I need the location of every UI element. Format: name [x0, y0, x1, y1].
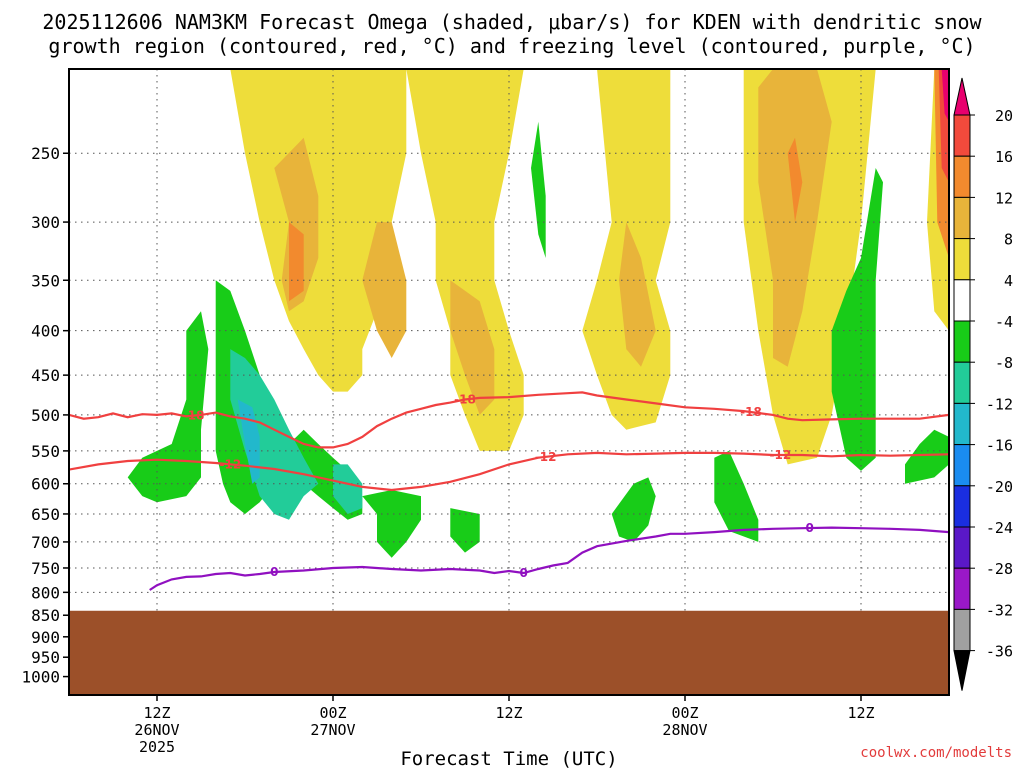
x-tick-label-18-1: 27NOV	[310, 721, 355, 739]
colorbar-label-4: 4	[1004, 272, 1013, 290]
x-tick-label-54-0: 12Z	[847, 704, 874, 722]
y-tick-label-350: 350	[31, 271, 60, 290]
contour-line--18	[69, 391, 949, 449]
colorbar-label--20: -20	[986, 478, 1013, 496]
colorbar-swatch-1	[953, 155, 971, 198]
y-tick-label-800: 800	[31, 583, 60, 602]
colorbar-swatch-12	[953, 608, 971, 652]
colorbar: 20 16 12 8 4 -4 -8 -12 -16 -20 -24 -28 -32 -36	[953, 77, 1013, 691]
colorbar-swatch-3	[953, 238, 971, 281]
contour-label-0-0: 0	[270, 565, 278, 579]
colorbar-label--32: -32	[986, 601, 1013, 619]
colorbar-label--8: -8	[995, 354, 1013, 372]
omega-region-24	[333, 464, 363, 514]
colorbar-swatch-8	[953, 444, 971, 487]
omega-region-14	[127, 311, 209, 503]
temperature-contours: -18 -18 -18 -12 -12 -12 0 0 0	[69, 391, 949, 591]
x-tick-label-6-0: 12Z	[143, 704, 170, 722]
colorbar-label-20: 20	[995, 107, 1013, 125]
y-tick-label-600: 600	[31, 475, 60, 494]
contour-label--18-1: -18	[454, 392, 476, 406]
colorbar-swatch-4	[953, 279, 971, 322]
terrain	[69, 610, 949, 695]
colorbar-swatch-5	[953, 320, 971, 363]
y-tick-label-500: 500	[31, 406, 60, 425]
y-tick-label-950: 950	[31, 648, 60, 667]
y-tick-label-700: 700	[31, 533, 60, 552]
contour-label--12-0: -12	[219, 457, 241, 471]
y-tick-label-250: 250	[31, 144, 60, 163]
y-tick-label-450: 450	[31, 366, 60, 385]
colorbar-swatch-7	[953, 402, 971, 446]
contour-label-0-1: 0	[519, 566, 527, 580]
contour-label--18-0: -18	[183, 409, 205, 423]
y-tick-label-1000: 1000	[21, 668, 60, 687]
colorbar-label--36: -36	[986, 643, 1013, 661]
title-line-2: growth region (contoured, red, °C) and f…	[48, 34, 975, 58]
omega-region-19	[611, 477, 656, 542]
y-tick-label-300: 300	[31, 213, 60, 232]
x-axis-label: Forecast Time (UTC)	[400, 748, 617, 768]
omega-region-22	[905, 429, 949, 484]
colorbar-swatch-11	[953, 567, 971, 610]
y-tick-label-750: 750	[31, 559, 60, 578]
x-tick-label-42-1: 28NOV	[662, 721, 707, 739]
omega-region-13	[941, 69, 949, 122]
x-tick-label-42-0: 00Z	[671, 704, 698, 722]
title-line-1: 2025112606 NAM3KM Forecast Omega (shaded…	[42, 10, 982, 34]
omega-region-6	[450, 280, 495, 415]
y-tick-label-400: 400	[31, 322, 60, 341]
credit-link[interactable]: coolwx.com/modelts	[860, 745, 1012, 761]
contour-label--18-2: -18	[740, 405, 762, 419]
x-tick-label-18-0: 00Z	[319, 704, 346, 722]
colorbar-label--4: -4	[995, 313, 1013, 331]
colorbar-top-arrow	[953, 77, 971, 116]
colorbar-swatch-6	[953, 361, 971, 404]
colorbar-label--28: -28	[986, 560, 1013, 578]
omega-shading	[127, 69, 949, 558]
omega-region-16	[362, 490, 421, 558]
omega-region-18	[531, 121, 546, 258]
contour-label--12-2: -12	[769, 448, 791, 462]
x-tick-label-6-1: 26NOV	[134, 721, 179, 739]
colorbar-swatch-2	[953, 196, 971, 240]
colorbar-label--24: -24	[986, 519, 1013, 537]
colorbar-bottom-arrow	[953, 650, 971, 691]
contour-label-0-2: 0	[805, 521, 813, 535]
colorbar-swatch-10	[953, 526, 971, 569]
x-tick-label-30-0: 12Z	[495, 704, 522, 722]
plot-area: -18 -18 -18 -12 -12 -12 0 0 0	[69, 69, 949, 695]
omega-region-10	[787, 137, 803, 223]
y-tick-label-650: 650	[31, 505, 60, 524]
contour-line-0	[149, 526, 949, 591]
colorbar-label--16: -16	[986, 437, 1013, 455]
omega-region-23	[230, 349, 319, 520]
omega-region-9	[289, 222, 304, 302]
omega-region-5	[362, 222, 407, 358]
contour-label--12-1: -12	[535, 450, 557, 464]
omega-region-4	[274, 137, 319, 312]
y-tick-label-850: 850	[31, 606, 60, 625]
colorbar-swatch-9	[953, 485, 971, 528]
terrain-fill	[69, 610, 949, 695]
y-axis: 250 300 350 400 450 500 550 600 650 700 750 800 850 9…	[21, 144, 69, 687]
omega-region-20	[714, 450, 759, 542]
colorbar-label-12: 12	[995, 189, 1013, 207]
y-tick-label-550: 550	[31, 442, 60, 461]
y-tick-label-900: 900	[31, 628, 60, 647]
omega-region-21	[831, 168, 883, 471]
colorbar-swatch-0	[953, 114, 971, 157]
x-tick-label-6-2: 2025	[139, 738, 175, 756]
colorbar-label-16: 16	[995, 148, 1013, 166]
contour-line--12	[69, 451, 949, 492]
colorbar-label--12: -12	[986, 395, 1013, 413]
colorbar-label-8: 8	[1004, 231, 1013, 249]
